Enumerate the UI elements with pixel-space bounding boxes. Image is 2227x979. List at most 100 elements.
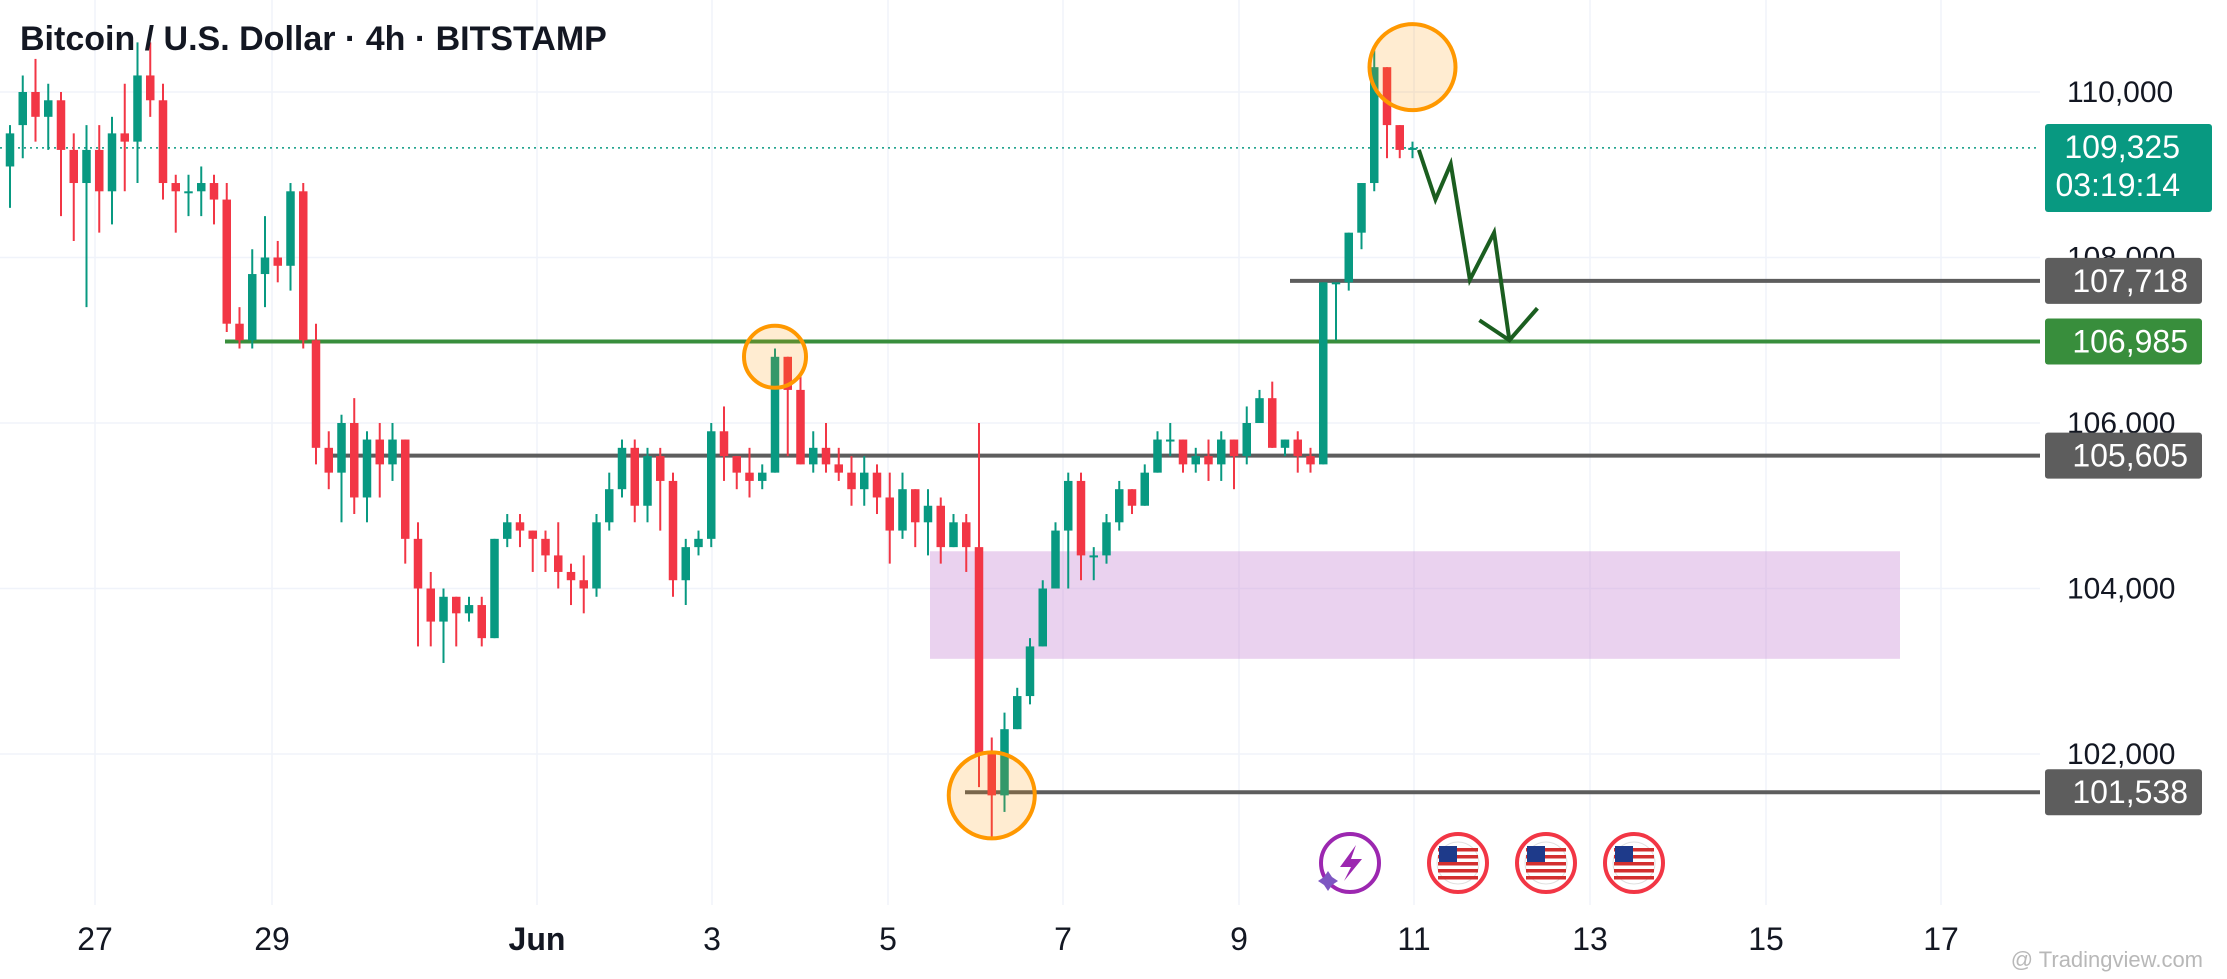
price-tick-label: 102,000 (2067, 738, 2175, 771)
candle-body (554, 555, 563, 572)
candlestick-series (5, 42, 1417, 837)
demand-zone-layer (930, 551, 1900, 659)
candle-body (197, 183, 206, 192)
support-level-105605-tag (2045, 432, 2202, 479)
candle-body (1025, 646, 1035, 697)
time-tick-label: 11 (1397, 921, 1430, 957)
flag-stripe (1438, 876, 1478, 880)
time-tick-label: 7 (1054, 921, 1072, 957)
candle-body (439, 596, 448, 622)
support-level-106985-tag (2045, 318, 2202, 365)
candle-body (1051, 530, 1060, 589)
candle-body (1064, 480, 1073, 531)
candle-body (885, 497, 894, 531)
lightning-bolt (1340, 845, 1362, 881)
candle-body (1153, 439, 1162, 473)
horizontal-levels[interactable] (225, 278, 2040, 795)
time-tick-label: 9 (1230, 921, 1248, 957)
candle-body (758, 472, 767, 481)
demand-zone (930, 551, 1900, 659)
candle-body (477, 605, 486, 639)
candle-body (426, 588, 435, 622)
candle-body (847, 472, 856, 490)
candle-body (120, 133, 129, 142)
candle-body (1319, 282, 1328, 465)
price-tick-label: 110,000 (2067, 76, 2173, 109)
flag-stripe (1526, 862, 1566, 866)
candle-body (783, 356, 792, 390)
highlight-circle (946, 750, 1037, 841)
low-level-101538-tag (2045, 769, 2202, 816)
time-tick-label: 13 (1572, 921, 1608, 957)
candle-body (311, 340, 321, 448)
candle-body (133, 75, 142, 142)
projection-path (1416, 149, 1539, 343)
candle-body (1013, 696, 1022, 730)
low-level-101538-tag-label: 101,538 (2072, 774, 2188, 810)
candle-body (1089, 555, 1098, 558)
flag-stripe (1614, 862, 1654, 866)
candle-body (1408, 147, 1417, 150)
candle-body (898, 489, 907, 531)
candle-body (694, 538, 703, 548)
candle-body (923, 505, 933, 523)
last-price-countdown: 03:19:14 (2055, 167, 2180, 203)
candle-body (745, 472, 754, 481)
candle-body (1268, 398, 1277, 448)
candle-body (5, 133, 15, 167)
flag-stripe (1438, 869, 1478, 873)
candle-body (1000, 729, 1009, 796)
candle-body (18, 92, 27, 126)
candle-body (375, 439, 384, 465)
candle-body (413, 538, 423, 589)
candle-body (1370, 67, 1379, 184)
candle-body (1255, 398, 1264, 423)
candle-body (1395, 125, 1404, 150)
time-tick-label: 15 (1748, 921, 1784, 957)
candle-body (515, 522, 525, 531)
candle-body (69, 149, 78, 184)
candle-body (1357, 183, 1366, 233)
projection-zigzag (1416, 149, 1512, 341)
last-price-badge (2045, 124, 2212, 212)
candle-body (248, 274, 257, 341)
candle-body (299, 191, 308, 341)
watermark: @ Tradingview.com (2010, 947, 2203, 972)
candle-body (1280, 439, 1290, 448)
us-flag-event-icon[interactable] (1603, 832, 1665, 894)
resistance-level-107718-tag-label: 107,718 (2072, 263, 2188, 299)
economic-events[interactable] (1318, 832, 1665, 894)
chart-title: Bitcoin / U.S. Dollar · 4h · BITSTAMP (20, 20, 607, 58)
candle-body (260, 257, 270, 275)
candle-body (490, 538, 499, 639)
time-axis[interactable]: 27 29 Jun 3 5 7 9 11 13 15 17 (77, 921, 1959, 957)
candle-body (821, 447, 831, 465)
us-flag-event-icon[interactable] (1427, 832, 1489, 894)
flag-stripe (1526, 848, 1566, 852)
us-flag-event-icon[interactable] (1515, 832, 1577, 894)
candle-body (1382, 67, 1392, 126)
candle-body (503, 522, 512, 539)
candle-body (158, 100, 168, 184)
candle-body (809, 447, 818, 465)
candle-body (401, 439, 410, 539)
candle-body (860, 472, 869, 490)
candle-body (1076, 480, 1086, 556)
candle-body (1102, 522, 1111, 556)
flag-stripe (1438, 855, 1478, 859)
candle-body (668, 480, 678, 581)
candle-body (235, 323, 244, 341)
lightning-event-icon[interactable] (1318, 832, 1381, 894)
candle-body (350, 423, 359, 498)
price-axis[interactable]: 110,000108,000106,000104,000102,000107,7… (2045, 76, 2212, 816)
support-level-105605-tag-label: 105,605 (2072, 438, 2188, 474)
candle-body (1204, 456, 1213, 465)
candle-body (1038, 588, 1047, 647)
candle-body (82, 149, 91, 184)
candle-body (834, 464, 843, 473)
candle-body (962, 522, 971, 548)
sparkle-star (1318, 871, 1338, 891)
candle-body (1166, 439, 1175, 442)
candle-body (362, 439, 372, 498)
